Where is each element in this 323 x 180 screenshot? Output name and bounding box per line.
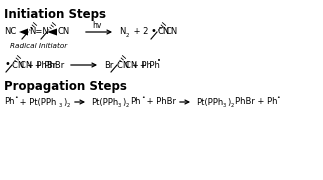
Text: ): ) bbox=[227, 98, 230, 107]
Text: Pt(PPh: Pt(PPh bbox=[91, 98, 118, 107]
Polygon shape bbox=[47, 28, 57, 35]
Text: 2: 2 bbox=[231, 103, 234, 108]
Text: CN + Ph: CN + Ph bbox=[125, 60, 160, 69]
Text: CN + Ph: CN + Ph bbox=[117, 60, 152, 69]
Text: CN: CN bbox=[165, 28, 177, 37]
Text: Br: Br bbox=[104, 60, 113, 69]
Text: + PhBr: + PhBr bbox=[144, 98, 176, 107]
Text: CN: CN bbox=[157, 28, 169, 37]
Text: CN: CN bbox=[57, 28, 69, 37]
Text: CN + PhBr: CN + PhBr bbox=[20, 60, 64, 69]
Text: + Pt(PPh: + Pt(PPh bbox=[17, 98, 57, 107]
Text: 3: 3 bbox=[59, 103, 62, 108]
Text: Propagation Steps: Propagation Steps bbox=[4, 80, 127, 93]
Text: •: • bbox=[14, 96, 18, 100]
Text: N: N bbox=[119, 28, 125, 37]
Text: •: • bbox=[157, 58, 161, 64]
Text: CN + PhBr: CN + PhBr bbox=[12, 60, 56, 69]
Text: Ph: Ph bbox=[4, 98, 15, 107]
Text: NC: NC bbox=[4, 28, 16, 37]
Text: hv: hv bbox=[92, 21, 101, 30]
Text: •: • bbox=[276, 96, 280, 100]
Polygon shape bbox=[19, 28, 28, 35]
Text: Radical Initiator: Radical Initiator bbox=[10, 43, 67, 49]
Text: 2: 2 bbox=[67, 103, 70, 108]
Text: •: • bbox=[150, 26, 156, 36]
Text: ): ) bbox=[63, 98, 66, 107]
Text: N=N: N=N bbox=[29, 28, 49, 37]
Text: 2: 2 bbox=[126, 33, 130, 38]
Text: Pt(PPh: Pt(PPh bbox=[196, 98, 223, 107]
Text: 3: 3 bbox=[118, 103, 121, 108]
Text: •: • bbox=[141, 96, 145, 100]
Text: 3: 3 bbox=[223, 103, 226, 108]
Text: 2: 2 bbox=[126, 103, 130, 108]
Text: Ph: Ph bbox=[130, 98, 141, 107]
Text: ): ) bbox=[122, 98, 125, 107]
Text: Initiation Steps: Initiation Steps bbox=[4, 8, 106, 21]
Text: PhBr + Ph: PhBr + Ph bbox=[235, 98, 277, 107]
Text: •: • bbox=[4, 59, 10, 69]
Text: + 2: + 2 bbox=[131, 28, 148, 37]
